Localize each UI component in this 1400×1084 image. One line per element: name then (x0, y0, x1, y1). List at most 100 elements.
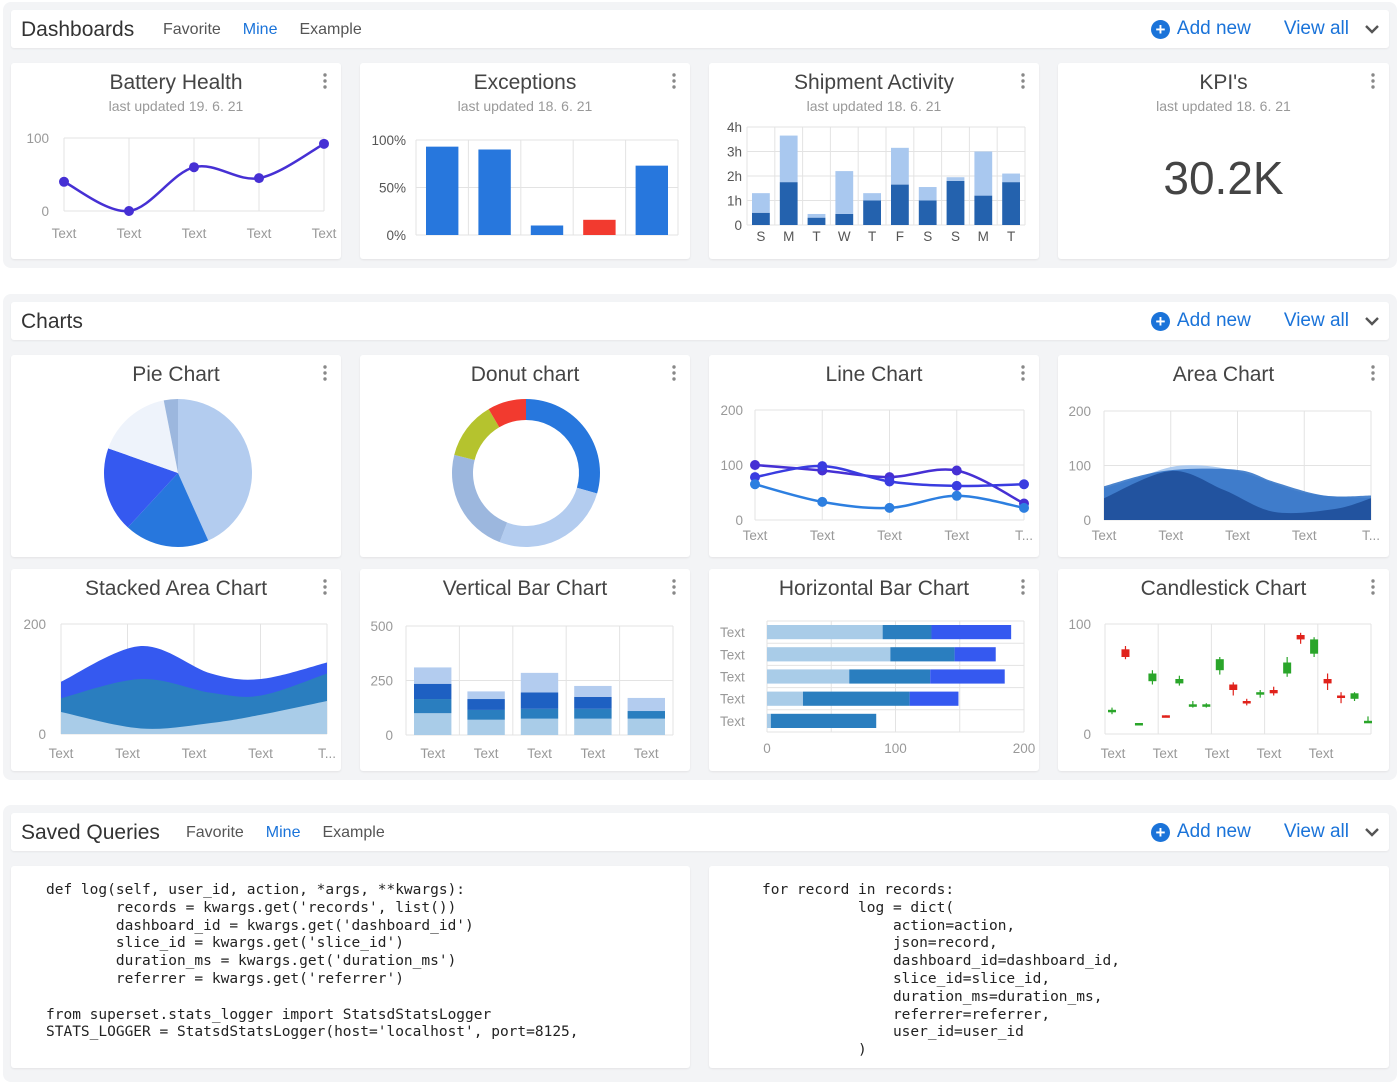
stacked-area-chart-card[interactable]: Stacked Area Chart 0 200 Text Text Text Text T… (11, 569, 341, 771)
chevron-down-icon[interactable] (1365, 314, 1379, 328)
plus-circle-icon: + (1150, 19, 1170, 39)
y-tick-label: 200 (720, 403, 743, 418)
line-chart: 0 100 200 Text Text Text Text T... (720, 403, 1033, 543)
saved-query-card[interactable]: for record in records: log = dict( actio… (709, 866, 1389, 1068)
bar-segment (779, 182, 798, 225)
candle-body (1256, 692, 1265, 695)
y-tick-label: 4h (727, 120, 742, 135)
dashboards-tabs: Favorite Mine Example (163, 21, 362, 39)
shipment-activity-card[interactable]: Shipment Activity last updated 18. 6. 21… (709, 63, 1039, 259)
charts-header: Charts + Add new View all (11, 302, 1389, 340)
candle-body (1121, 649, 1130, 657)
bar-segment (779, 135, 798, 183)
more-vertical-icon[interactable] (323, 73, 327, 89)
y-tick-label: 200 (23, 617, 46, 632)
tab-mine[interactable]: Mine (242, 21, 278, 38)
area-chart-card[interactable]: Area Chart 0 100 200 Text Text Text Text T... (1058, 355, 1389, 557)
more-vertical-icon[interactable] (1021, 579, 1025, 595)
candle-body (1364, 720, 1372, 724)
more-vertical-icon[interactable] (1371, 365, 1375, 381)
add-new-button[interactable]: + Add new (1150, 18, 1251, 40)
x-tick-label: M (978, 229, 989, 244)
section-title: Charts (21, 310, 83, 333)
card-title: Pie Chart (132, 363, 220, 386)
y-tick-label: 100 (26, 131, 49, 146)
horizontal-bar-chart-card[interactable]: Horizontal Bar Chart Text Text Text Text Tex… (709, 569, 1039, 771)
more-vertical-icon[interactable] (672, 365, 676, 381)
bar-segment (974, 195, 993, 225)
add-new-label: Add new (1176, 18, 1251, 39)
x-tick-label: W (838, 229, 851, 244)
view-all-link[interactable]: View all (1283, 821, 1349, 842)
bar-segment (767, 713, 771, 728)
more-vertical-icon[interactable] (672, 73, 676, 89)
data-point (884, 502, 895, 513)
candle-body (1202, 704, 1211, 707)
bar-segment (767, 647, 891, 662)
y-tick-label: 100 (1068, 617, 1091, 632)
tab-mine[interactable]: Mine (265, 824, 301, 841)
tab-example[interactable]: Example (299, 21, 362, 38)
view-all-link[interactable]: View all (1283, 310, 1349, 331)
x-tick-label: T... (318, 746, 336, 761)
battery-health-card[interactable]: Battery Health last updated 19. 6. 21 0 1… (11, 63, 341, 259)
kpi-card[interactable]: KPI's last updated 18. 6. 21 30.2K (1058, 63, 1389, 259)
view-all-link[interactable]: View all (1283, 18, 1349, 39)
data-point (750, 460, 760, 470)
add-new-button[interactable]: + Add new (1150, 310, 1251, 332)
card-title: Area Chart (1172, 363, 1275, 386)
more-vertical-icon[interactable] (672, 579, 676, 595)
bar-segment (930, 669, 1005, 684)
candlestick-chart-card[interactable]: Candlestick Chart 0 100 Text Text Text Text Te… (1058, 569, 1389, 771)
bar-segment (890, 647, 955, 662)
line-chart-card[interactable]: Line Chart 0 100 200 Text Text Text Text T... (709, 355, 1039, 557)
saved-query-card[interactable]: def log(self, user_id, action, *args, **… (11, 866, 690, 1068)
tab-favorite[interactable]: Favorite (163, 21, 221, 38)
query-code: def log(self, user_id, action, *args, **… (46, 882, 579, 1041)
candle-body (1161, 715, 1170, 718)
pie-chart-card[interactable]: Pie Chart (11, 355, 341, 557)
add-new-button[interactable]: + Add new (1150, 821, 1251, 843)
shipment-activity-chart: 0 1h 2h 3h 4h S M T W T F S S M T (727, 120, 1026, 244)
more-vertical-icon[interactable] (1371, 73, 1375, 89)
x-tick-label: T (812, 229, 820, 244)
battery-health-chart: 0 100 Text Text Text Text Text (26, 131, 337, 241)
card-updated: last updated 18. 6. 21 (806, 98, 942, 114)
more-vertical-icon[interactable] (323, 365, 327, 381)
data-point (319, 138, 329, 149)
horizontal-bar-chart: Text Text Text Text Text 0 100 200 (720, 620, 1036, 756)
bar-segment (835, 213, 854, 225)
donut-chart (452, 399, 600, 547)
bar-segment (1002, 173, 1020, 183)
bar-segment (891, 184, 909, 225)
y-tick-label: 250 (370, 674, 393, 689)
bar-segment (802, 691, 910, 706)
data-point (254, 173, 264, 184)
more-vertical-icon[interactable] (323, 579, 327, 595)
chevron-down-icon[interactable] (1365, 22, 1379, 36)
card-title: Battery Health (109, 71, 243, 94)
vertical-bar-chart-card[interactable]: Vertical Bar Chart 0 250 500 Text Text Text Te… (360, 569, 690, 771)
bar-segment (467, 699, 505, 710)
candle-body (1350, 693, 1359, 699)
data-point (817, 496, 828, 507)
bar-segment (574, 718, 612, 735)
add-new-label: Add new (1176, 821, 1251, 842)
area-chart: 0 100 200 Text Text Text Text T... (1068, 404, 1380, 543)
exceptions-card[interactable]: Exceptions last updated 18. 6. 21 0% 50% 1… (360, 63, 690, 259)
more-vertical-icon[interactable] (1021, 365, 1025, 381)
bar-segment (414, 667, 452, 684)
x-tick-label: 200 (1013, 741, 1036, 756)
x-tick-label: Text (312, 226, 337, 241)
bar-segment (752, 212, 770, 225)
chevron-down-icon[interactable] (1365, 825, 1379, 839)
tab-example[interactable]: Example (322, 824, 385, 841)
donut-chart-card[interactable]: Donut chart (360, 355, 690, 557)
data-point (1019, 479, 1029, 490)
more-vertical-icon[interactable] (1021, 73, 1025, 89)
y-tick-label: 0 (385, 728, 393, 743)
bar-segment (414, 683, 452, 700)
more-vertical-icon[interactable] (1371, 579, 1375, 595)
bar-segment (574, 696, 612, 709)
tab-favorite[interactable]: Favorite (186, 824, 244, 841)
